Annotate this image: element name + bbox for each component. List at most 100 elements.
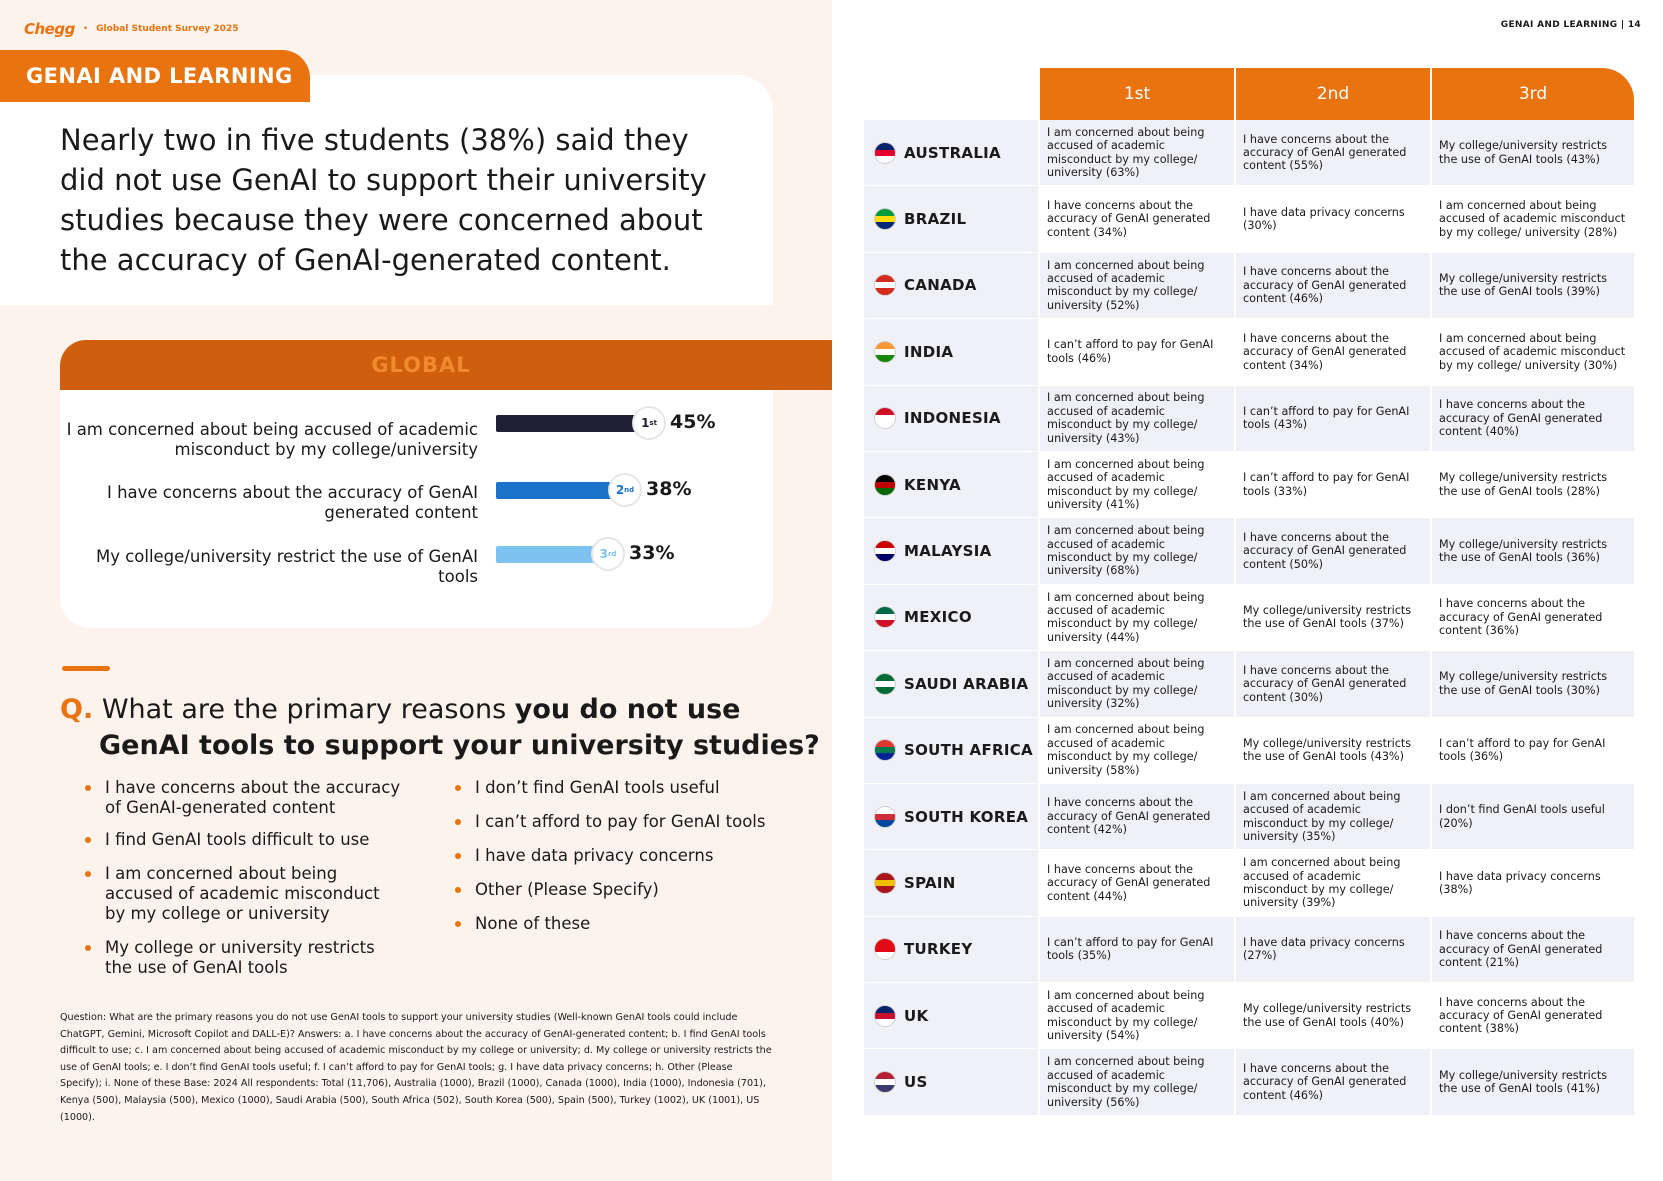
country-name: INDONESIA bbox=[904, 409, 1001, 428]
table-row: TURKEY I can’t afford to pay for GenAI to… bbox=[864, 916, 1634, 984]
rank-1-cell: I am concerned about being accused of ac… bbox=[1040, 1049, 1236, 1115]
flag-icon bbox=[874, 340, 896, 363]
answer-item: I can’t afford to pay for GenAI tools bbox=[455, 812, 795, 832]
country-name: MALAYSIA bbox=[904, 542, 992, 561]
flag-icon bbox=[874, 672, 896, 695]
country-table: AUSTRALIA I am concerned about being accu… bbox=[864, 120, 1634, 1116]
answer-item: I have data privacy concerns bbox=[455, 846, 795, 866]
rank-3-cell: My college/university restricts the use … bbox=[1432, 252, 1634, 319]
rank-2-cell: I am concerned about being accused of ac… bbox=[1236, 783, 1432, 850]
rank-1-cell: I have concerns about the accuracy of Ge… bbox=[1040, 186, 1236, 252]
bar bbox=[496, 482, 626, 499]
table-row: INDONESIA I am concerned about being accu… bbox=[864, 385, 1634, 452]
question-lead: What are the primary reasons bbox=[101, 694, 507, 725]
rank-3-cell: My college/university restricts the use … bbox=[1432, 120, 1634, 186]
flag-icon bbox=[874, 540, 896, 563]
rank-3-cell: I have concerns about the accuracy of Ge… bbox=[1432, 385, 1634, 451]
rank-2-cell: I have data privacy concerns (30%) bbox=[1236, 186, 1432, 252]
flag-icon bbox=[874, 208, 896, 231]
flag-icon bbox=[874, 141, 896, 164]
country-name: MEXICO bbox=[904, 608, 972, 627]
rank-1-cell: I am concerned about being accused of ac… bbox=[1040, 584, 1236, 651]
country-name: AUSTRALIA bbox=[904, 143, 1001, 162]
chart-row: My college/university restrict the use o… bbox=[60, 539, 760, 597]
rank-2-cell: I have concerns about the accuracy of Ge… bbox=[1236, 319, 1432, 385]
column-header-2nd: 2nd bbox=[1236, 68, 1432, 120]
answer-item: Other (Please Specify) bbox=[455, 880, 795, 900]
country-cell: UK bbox=[864, 983, 1040, 1049]
rank-1-cell: I am concerned about being accused of ac… bbox=[1040, 252, 1236, 319]
table-row: MEXICO I am concerned about being accused… bbox=[864, 584, 1634, 652]
country-cell: AUSTRALIA bbox=[864, 120, 1040, 186]
rank-1-cell: I have concerns about the accuracy of Ge… bbox=[1040, 783, 1236, 850]
country-name: US bbox=[904, 1073, 928, 1092]
country-cell: MEXICO bbox=[864, 584, 1040, 651]
country-cell: INDIA bbox=[864, 319, 1040, 385]
rank-3-cell: My college/university restricts the use … bbox=[1432, 1049, 1634, 1115]
right-page: GENAI AND LEARNING | 14 1st 2nd 3rd AUST… bbox=[832, 0, 1663, 1181]
rank-3-cell: My college/university restricts the use … bbox=[1432, 518, 1634, 584]
column-header-1st: 1st bbox=[1040, 68, 1236, 120]
flag-icon bbox=[874, 606, 896, 629]
bar-value-label: 45% bbox=[670, 411, 716, 433]
global-chart-title: GLOBAL bbox=[371, 353, 471, 377]
page-section-label: GENAI AND LEARNING bbox=[1500, 20, 1618, 30]
country-name: TURKEY bbox=[904, 940, 973, 959]
country-name: CANADA bbox=[904, 276, 977, 295]
bar-value-label: 33% bbox=[629, 542, 675, 564]
rank-number: 2 bbox=[615, 483, 625, 497]
survey-name: Global Student Survey 2025 bbox=[96, 24, 239, 34]
table-row: INDIA I can’t afford to pay for GenAI too… bbox=[864, 319, 1634, 386]
question-mark: Q. bbox=[60, 694, 94, 725]
rank-1-cell: I am concerned about being accused of ac… bbox=[1040, 120, 1236, 186]
country-name: SOUTH KOREA bbox=[904, 807, 1029, 826]
answer-item: I don’t find GenAI tools useful bbox=[455, 778, 795, 798]
flag-icon bbox=[874, 274, 896, 297]
global-chart-header: GLOBAL bbox=[60, 340, 832, 390]
bar-label: I have concerns about the accuracy of Ge… bbox=[106, 483, 478, 522]
question-bold: you do not use bbox=[514, 694, 741, 725]
table-row: SOUTH AFRICA I am concerned about being a… bbox=[864, 717, 1634, 784]
question-heading: Q. What are the primary reasons you do n… bbox=[60, 692, 800, 728]
section-divider bbox=[62, 666, 110, 671]
rank-3-cell: I have concerns about the accuracy of Ge… bbox=[1432, 584, 1634, 651]
bar-label: I am concerned about being accused of ac… bbox=[66, 420, 478, 459]
country-cell: CANADA bbox=[864, 252, 1040, 319]
country-cell: US bbox=[864, 1049, 1040, 1115]
headline-card: Nearly two in five students (38%) said t… bbox=[0, 75, 773, 305]
chart-row: I am concerned about being accused of ac… bbox=[60, 408, 760, 470]
table-row: MALAYSIA I am concerned about being accus… bbox=[864, 518, 1634, 585]
country-name: BRAZIL bbox=[904, 210, 967, 229]
rank-3-cell: I can’t afford to pay for GenAI tools (3… bbox=[1432, 717, 1634, 783]
rank-3-cell: My college/university restricts the use … bbox=[1432, 651, 1634, 717]
country-cell: TURKEY bbox=[864, 916, 1040, 983]
rank-suffix: st bbox=[649, 419, 657, 427]
rank-suffix: rd bbox=[607, 550, 617, 558]
bar-value-label: 38% bbox=[646, 478, 692, 500]
flag-icon bbox=[874, 938, 896, 961]
table-row: CANADA I am concerned about being accused… bbox=[864, 252, 1634, 320]
answer-item: I am concerned about being accused of ac… bbox=[85, 864, 405, 924]
rank-1-cell: I have concerns about the accuracy of Ge… bbox=[1040, 850, 1236, 916]
country-cell: KENYA bbox=[864, 451, 1040, 518]
rank-3-cell: I have concerns about the accuracy of Ge… bbox=[1432, 983, 1634, 1049]
bar bbox=[496, 546, 609, 563]
rank-3-cell: I have concerns about the accuracy of Ge… bbox=[1432, 916, 1634, 983]
chart-row: I have concerns about the accuracy of Ge… bbox=[60, 475, 760, 533]
country-cell: SOUTH KOREA bbox=[864, 783, 1040, 850]
country-name: UK bbox=[904, 1006, 929, 1025]
section-tab: GENAI AND LEARNING bbox=[0, 50, 310, 102]
flag-icon bbox=[874, 805, 896, 828]
column-header-3rd: 3rd bbox=[1432, 68, 1634, 120]
page-header: GENAI AND LEARNING | 14 bbox=[1501, 20, 1641, 30]
table-row: SOUTH KOREA I have concerns about the acc… bbox=[864, 783, 1634, 851]
rank-3-cell: I am concerned about being accused of ac… bbox=[1432, 186, 1634, 252]
brand-separator: • bbox=[82, 24, 89, 34]
rank-1-cell: I can’t afford to pay for GenAI tools (4… bbox=[1040, 319, 1236, 385]
rank-1-cell: I am concerned about being accused of ac… bbox=[1040, 651, 1236, 717]
flag-icon bbox=[874, 871, 896, 894]
flag-icon bbox=[874, 739, 896, 762]
country-cell: MALAYSIA bbox=[864, 518, 1040, 584]
